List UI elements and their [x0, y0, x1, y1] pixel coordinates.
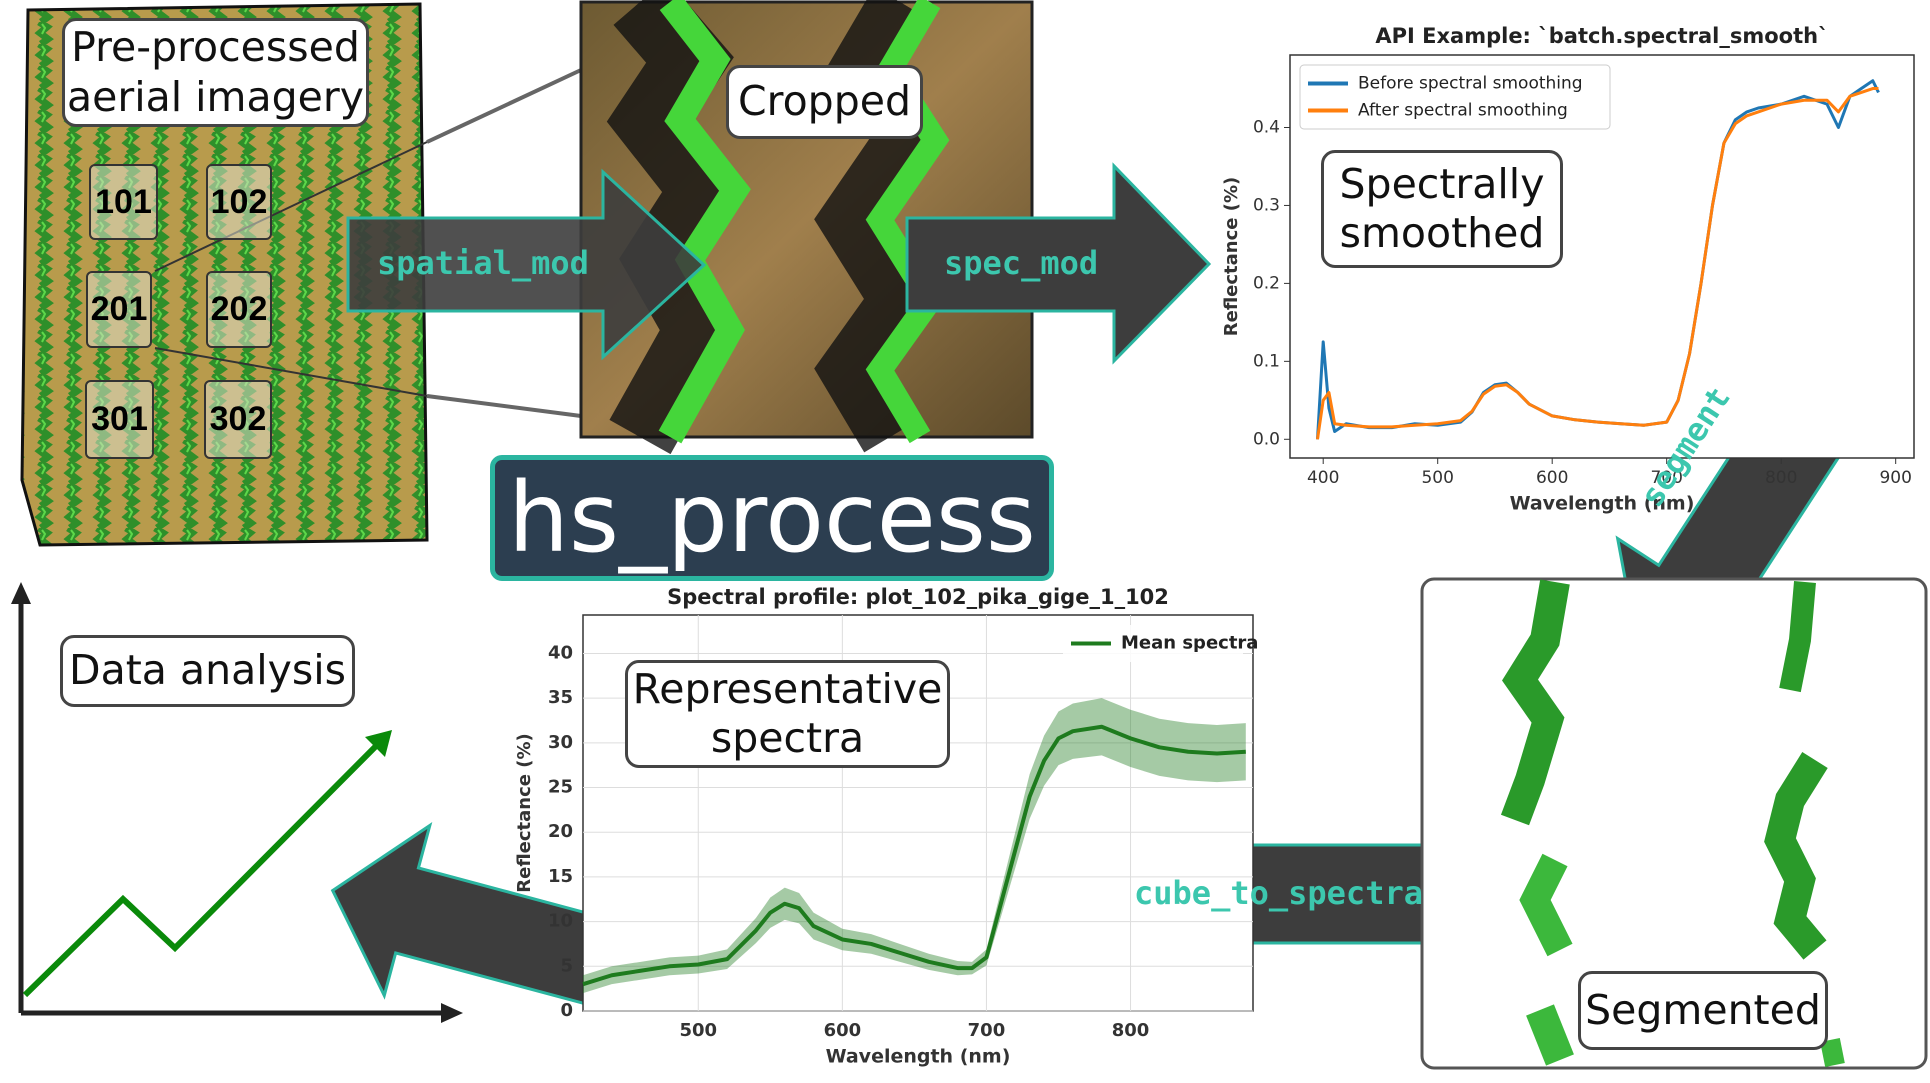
y-axis-label: Reflectance (%)	[1221, 177, 1242, 337]
arrow	[905, 162, 1212, 365]
stage-label: Spectrally smoothed	[1321, 150, 1563, 268]
y-tick-label: 10	[548, 911, 573, 932]
y-tick-label: 25	[548, 777, 573, 798]
legend-label: Before spectral smoothing	[1358, 74, 1583, 94]
chart: 0.0 0.1 0.2 0.3 0.4 400 500 600 700 800 900 API Exa…	[1221, 24, 1915, 515]
x-axis-label: Wavelength (nm)	[826, 1046, 1011, 1068]
x-tick-label: 700	[1650, 468, 1682, 488]
connector	[154, 347, 428, 397]
segmented-image	[1420, 577, 1928, 1070]
main-title: hs_process	[490, 455, 1054, 581]
y-axis-label: Reflectance (%)	[514, 733, 535, 893]
plot-label: 302	[204, 380, 272, 459]
legend-frame	[1063, 625, 1243, 662]
analysis-graphic	[11, 582, 463, 1023]
y-tick-label: 20	[548, 821, 573, 842]
x-tick-label: 600	[1536, 468, 1568, 488]
y-tick-label: 5	[560, 955, 573, 976]
x-tick-label: 800	[1765, 468, 1797, 488]
legend-label: Mean spectra	[1121, 633, 1258, 654]
stage-label: Pre-processed aerial imagery	[62, 18, 369, 127]
arrow	[346, 168, 707, 361]
plot-label: 101	[89, 164, 158, 240]
x-tick-label: 400	[1307, 468, 1339, 488]
series-line	[582, 724, 1246, 987]
stage-label: Segmented	[1578, 971, 1828, 1050]
plot-label: 201	[86, 271, 152, 348]
y-tick-label: 0.1	[1253, 351, 1280, 371]
stage-label: Cropped	[726, 65, 923, 139]
x-tick-label: 700	[968, 1020, 1006, 1041]
y-tick-label: 40	[548, 642, 573, 663]
y-tick-label: 35	[548, 687, 573, 708]
chart-title: Spectral profile: plot_102_pika_gige_1_1…	[667, 585, 1169, 609]
x-tick-label: 800	[1112, 1020, 1150, 1041]
legend-frame	[1299, 64, 1611, 130]
stage-label: Representative spectra	[625, 660, 950, 768]
y-tick-label: 0.3	[1253, 195, 1280, 215]
plot-label: 202	[206, 271, 272, 348]
arrow-label: spatial_mod	[377, 244, 589, 282]
arrow	[330, 822, 609, 1006]
x-axis-label: Wavelength (nm)	[1510, 493, 1695, 515]
legend-label: After spectral smoothing	[1358, 101, 1568, 121]
connector	[154, 141, 428, 272]
error-band	[583, 698, 1246, 994]
y-tick-label: 15	[548, 866, 573, 887]
x-tick-label: 900	[1879, 468, 1911, 488]
x-tick-label: 600	[824, 1020, 862, 1041]
series-line	[1315, 87, 1879, 440]
x-tick-label: 500	[679, 1020, 717, 1041]
stage-label: Data analysis	[60, 635, 355, 707]
x-tick-label: 500	[1421, 468, 1453, 488]
plot-label: 102	[206, 164, 272, 240]
plot-label: 301	[85, 380, 154, 459]
chart-title: API Example: `batch.spectral_smooth`	[1375, 24, 1828, 48]
y-tick-label: 0	[560, 1000, 573, 1021]
arrow-label: spec_mod	[944, 244, 1099, 282]
chart: 0 5 10 15 20 25 30 35 40 500 600 700 800 Spectral pro…	[514, 585, 1258, 1068]
connector	[426, 394, 582, 418]
arrow-label: cube_to_spectra	[1134, 874, 1423, 912]
y-tick-label: 0.2	[1253, 273, 1280, 293]
y-tick-label: 0.0	[1253, 429, 1280, 449]
y-tick-label: 30	[548, 732, 573, 753]
connector	[426, 68, 582, 144]
y-tick-label: 0.4	[1253, 117, 1280, 137]
